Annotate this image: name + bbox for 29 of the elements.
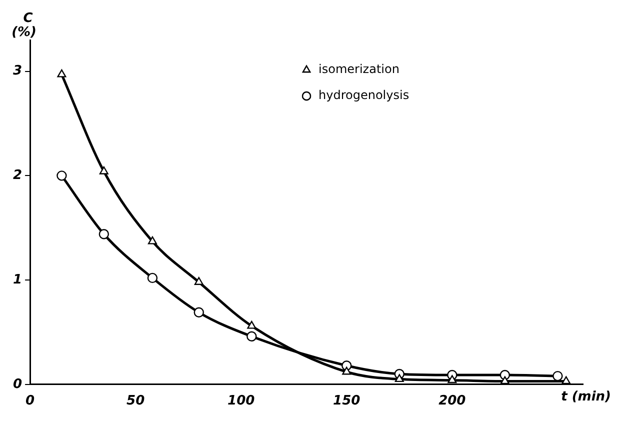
point [247,320,256,329]
y-tick-label: 1 [13,272,22,288]
point [552,370,563,382]
point [148,236,157,244]
point [448,375,457,384]
y-axis-title: C (%) [12,11,37,40]
point [56,170,67,181]
point [99,166,108,174]
y-tick-label: 2 [13,168,22,184]
x-tick-label: 50 [126,394,145,409]
point [246,331,257,342]
point [147,272,158,284]
legend-label: isomerization [318,62,400,76]
point [394,374,404,382]
point [194,277,204,285]
point [57,69,66,78]
point [342,366,352,375]
x-tick-label: 200 [438,394,466,409]
x-tick-label: 150 [333,394,360,409]
point [500,376,510,384]
legend-label: hydrogenolysis [318,88,410,102]
point [98,229,110,240]
point [562,376,571,384]
point [194,307,204,318]
y-tick-label: 3 [13,64,22,79]
x-axis-title: t (min) [561,389,611,404]
x-tick-label: 100 [228,394,255,409]
x-tick-label: 0 [26,394,35,409]
y-tick-label: 0 [13,376,22,392]
